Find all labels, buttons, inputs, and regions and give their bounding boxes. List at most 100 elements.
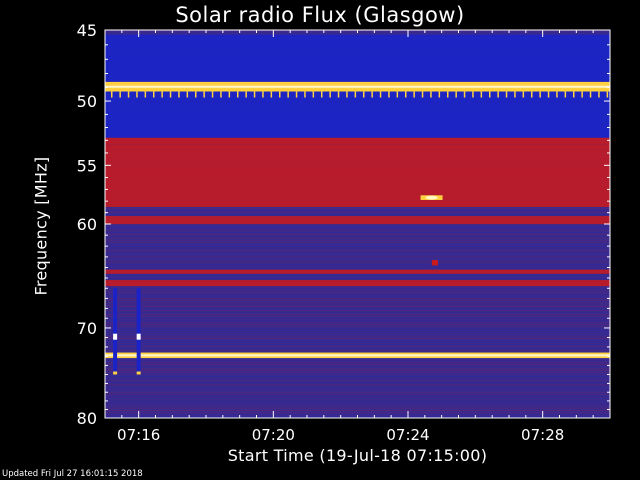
band-3 (105, 137, 610, 145)
y-tick-label: 70 (77, 319, 97, 338)
noise-line (105, 338, 610, 339)
interference-tick (564, 91, 567, 98)
noise-line (105, 392, 610, 393)
noise-line (105, 276, 610, 277)
noise-line (105, 366, 610, 367)
interference-tick (337, 91, 340, 98)
noise-line (105, 242, 610, 243)
interference-tick (421, 91, 424, 98)
burst-0 (113, 288, 118, 375)
interference-tick (589, 91, 592, 98)
interference-tick (220, 91, 222, 98)
noise-line (105, 316, 610, 317)
interference-tick (388, 91, 390, 98)
noise-line (105, 340, 610, 341)
noise-line (105, 344, 610, 345)
noise-line (105, 234, 610, 235)
noise-line (105, 236, 610, 237)
noise-line (105, 248, 610, 249)
noise-line (105, 342, 610, 343)
x-tick-label: 07:20 (252, 426, 295, 444)
interference-tick (489, 91, 491, 98)
interference-tick (379, 91, 382, 98)
interference-tick (573, 91, 575, 98)
noise-line (105, 380, 610, 381)
noise-line (105, 214, 610, 215)
interference-tick (127, 91, 130, 98)
interference-tick (531, 91, 533, 98)
noise-line (105, 238, 610, 239)
noise-line (105, 410, 610, 411)
interference-tick (354, 91, 357, 98)
noise-line (105, 386, 610, 387)
noise-line (105, 268, 610, 269)
interference-tick (253, 91, 256, 98)
interference-tick (228, 91, 231, 98)
noise-line (105, 336, 610, 337)
noise-line (105, 230, 610, 231)
y-tick-label: 45 (77, 21, 97, 40)
noise-line (105, 292, 610, 293)
burst-core-2 (425, 195, 438, 200)
interference-tick (279, 91, 281, 98)
noise-line (105, 304, 610, 305)
interference-tick (539, 91, 541, 98)
interference-tick (556, 91, 558, 98)
noise-line (105, 352, 610, 353)
interference-tick (312, 91, 315, 98)
interference-tick (262, 91, 264, 98)
noise-line (105, 320, 610, 321)
interference-tick (430, 91, 432, 98)
interference-tick (514, 91, 516, 98)
band-0 (105, 34, 610, 82)
noise-line (105, 244, 610, 245)
noise-line (105, 314, 610, 315)
y-tick-label: 50 (77, 92, 97, 111)
noise-line (105, 334, 610, 335)
interference-tick (455, 91, 457, 98)
noise-line (105, 266, 610, 267)
noise-line (105, 370, 610, 371)
interference-tick (480, 91, 483, 98)
y-tick-label: 60 (77, 215, 97, 234)
noise-line (105, 260, 610, 261)
interference-tick (178, 91, 180, 98)
noise-line (105, 330, 610, 331)
noise-line (105, 388, 610, 389)
noise-line (105, 412, 610, 413)
noise-line (105, 322, 610, 323)
noise-line (105, 406, 610, 407)
noise-line (105, 226, 610, 227)
noise-line (105, 274, 610, 275)
noise-line (105, 382, 610, 383)
band-7 (105, 280, 610, 287)
band-6 (105, 269, 610, 274)
burst-marker-1 (136, 333, 141, 340)
noise-line (105, 278, 610, 279)
noise-line (105, 368, 610, 369)
interference-tick (505, 91, 508, 98)
interference-tick (270, 91, 273, 98)
noise-line (105, 376, 610, 377)
interference-tick (144, 91, 147, 98)
noise-line (105, 294, 610, 295)
noise-line (105, 300, 610, 301)
interference-tick (413, 91, 415, 98)
interference-tick (153, 91, 155, 98)
noise-line (105, 400, 610, 401)
noise-line (105, 346, 610, 347)
noise-line (105, 288, 610, 289)
noise-line (105, 360, 610, 361)
noise-line (105, 358, 610, 359)
noise-line (105, 262, 610, 263)
interference-tick (287, 91, 289, 98)
noise-line (105, 302, 610, 303)
x-axis-label: Start Time (19-Jul-18 07:15:00) (227, 446, 488, 465)
peak-band-core-1 (105, 354, 610, 357)
noise-line (105, 348, 610, 349)
interference-tick (161, 91, 163, 98)
noise-line (105, 296, 610, 297)
noise-line (105, 310, 610, 311)
